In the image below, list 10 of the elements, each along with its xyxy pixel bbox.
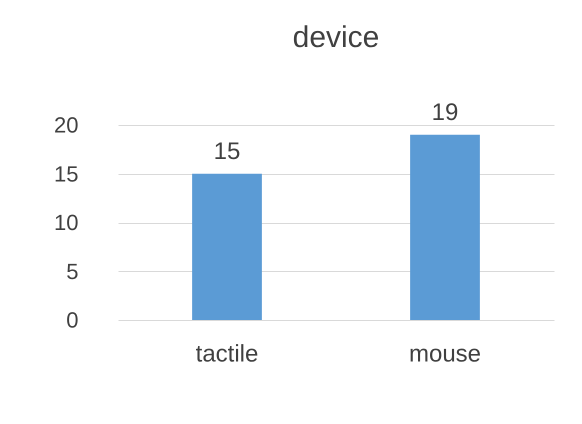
- x-tick-label: mouse: [408, 340, 482, 368]
- x-tick-label: tactile: [196, 340, 258, 368]
- y-tick-label: 15: [54, 161, 78, 186]
- y-tick-label: 0: [66, 308, 78, 332]
- y-tick-label: 20: [54, 112, 78, 138]
- data-label: 15: [214, 138, 240, 165]
- chart-title: device: [292, 20, 380, 54]
- data-label: 19: [432, 98, 458, 126]
- y-tick-label: 10: [54, 210, 78, 235]
- y-tick-label: 5: [66, 258, 78, 284]
